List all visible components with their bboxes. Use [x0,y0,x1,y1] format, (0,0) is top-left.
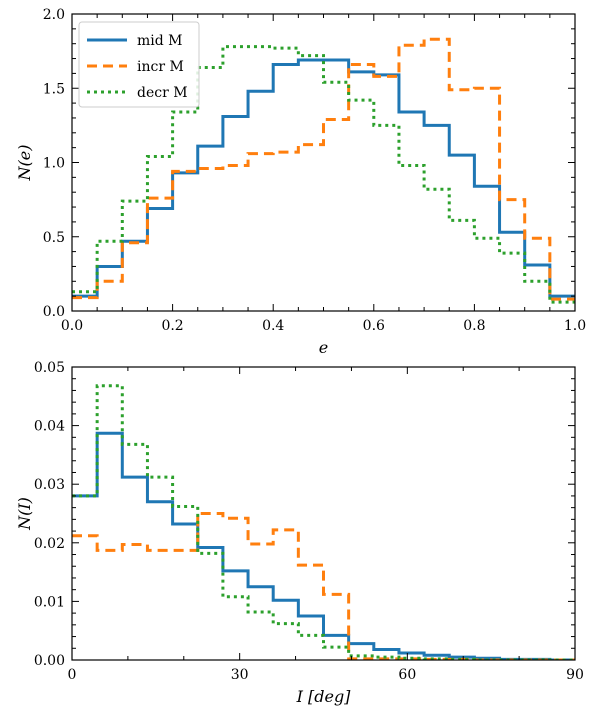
series-incr-m-line [72,512,575,660]
y-tick-label: 0.5 [43,230,65,246]
y-tick-label: 0.01 [34,594,65,610]
eccentricity-histogram-panel: 0.0 0.2 0.4 0.6 0.8 1.0 0.0 0.5 1.0 1.5 2.0 e N(e) mi… [15,7,586,357]
x-tick-label: 30 [231,667,249,683]
series-decr-m-line [72,45,575,304]
y-tick-label: 1.5 [43,81,65,97]
axes-frame [71,366,576,661]
series-mid-m-line [72,431,575,660]
x-tick-label: 90 [566,667,584,683]
y-tick-label: 0.0 [43,304,65,320]
y-tick-label: 1.0 [43,156,65,172]
y-tick-label: 2.0 [43,7,65,23]
y-axis-label: N(e) [15,145,34,182]
x-tick-label: 60 [398,667,416,683]
legend-label: incr M [137,59,184,75]
series-incr-m-line [72,37,575,301]
y-tick-label: 0.03 [34,477,65,493]
x-tick-label: 0.4 [262,318,284,334]
x-tick-label: 0.0 [61,318,83,334]
x-tick-label: 0 [68,667,77,683]
legend-box [78,21,200,108]
legend-label: mid M [137,33,183,49]
y-tick-label: 0.05 [34,360,65,376]
x-axis-label: I [deg] [296,687,352,706]
legend-label: decr M [137,85,188,101]
x-tick-label: 0.2 [161,318,183,334]
x-tick-label: 1.0 [564,318,586,334]
x-tick-label: 0.8 [463,318,485,334]
y-tick-label: 0.00 [34,653,65,669]
series-mid-m-line [72,58,575,298]
y-tick-label: 0.04 [34,419,65,435]
y-tick-label: 0.02 [34,536,65,552]
x-tick-label: 0.6 [363,318,385,334]
x-axis-label: e [319,338,328,357]
y-axis-label: N(I) [15,497,34,531]
inclination-histogram-panel: 0 30 60 90 0.00 0.01 0.02 0.03 0.04 0.05 I [deg] N(… [15,360,584,706]
